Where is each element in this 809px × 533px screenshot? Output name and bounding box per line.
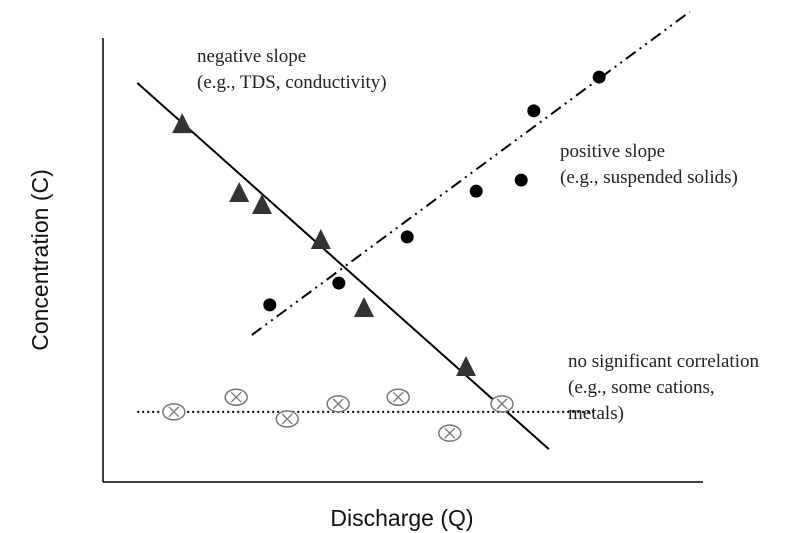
annotation: no significant correlation [568,351,759,372]
circle-marker [263,298,277,312]
annotation: positive slope [560,141,665,162]
triangle-marker [252,193,272,214]
triangle-marker [354,296,374,317]
x-axis-label: Discharge (Q) [330,505,473,531]
triangle-marker [456,356,476,377]
annotation: (e.g., TDS, conductivity) [197,72,387,93]
marker-cross [392,391,404,403]
marker-cross [496,398,508,410]
crossed-circle-marker [275,410,299,428]
triangle-marker [172,113,193,134]
circle-marker [400,230,414,244]
crossed-circle-marker [438,424,462,442]
marker-cross [168,406,180,418]
crossed-circle-marker [490,395,514,413]
annotation: (e.g., suspended solids) [560,167,738,188]
circle-marker [469,184,483,198]
annotation: negative slope [197,46,306,67]
y-axis-label: Concentration (C) [27,169,53,351]
marker-cross [332,398,344,410]
trend-line [251,10,691,336]
crossed-circle-marker [162,403,186,421]
crossed-circle-marker [326,395,350,413]
marker-cross [230,391,242,403]
circle-marker [514,173,528,187]
marker-cross [281,413,293,425]
crossed-circle-marker [224,388,248,406]
triangle-marker [310,229,331,250]
annotation: metals) [568,403,624,424]
triangle-marker [229,181,250,202]
annotation: (e.g., some cations, [568,377,715,398]
marker-cross [444,427,456,439]
trend-line [136,82,550,450]
circle-marker [332,276,346,290]
circle-marker [527,104,541,118]
crossed-circle-marker [386,388,410,406]
circle-marker [592,70,606,84]
